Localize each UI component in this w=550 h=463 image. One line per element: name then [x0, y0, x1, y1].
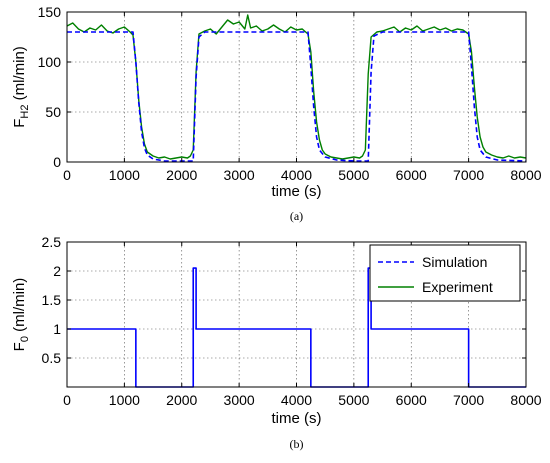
y-tick-label: 100 [38, 54, 62, 70]
y-tick-label: 2 [53, 263, 61, 279]
series-line-simulation [67, 31, 527, 162]
y-axis-label-unit-a: (ml/min) [11, 46, 28, 104]
y-tick-label: 2.5 [42, 234, 62, 250]
legend-label-simulation: Simulation [422, 254, 487, 270]
legend-box [369, 244, 521, 302]
x-tick-label: 5000 [338, 167, 369, 183]
x-tick-label: 2000 [166, 167, 197, 183]
y-axis-label-unit-b: (ml/min) [11, 278, 28, 336]
y-axis-label-sub-a: H2 [19, 105, 31, 119]
y-tick-label: 1.5 [42, 292, 62, 308]
y-axis-label-b: F0 (ml/min) [11, 278, 31, 352]
y-tick-label: 1 [53, 321, 61, 337]
legend: Simulation Experiment [369, 244, 521, 302]
caption-b: (b) [290, 437, 304, 451]
y-axis-label-a: FH2 (ml/min) [11, 46, 31, 128]
caption-a: (a) [290, 209, 303, 223]
y-tick-label: 150 [38, 4, 62, 20]
x-tick-label: 4000 [281, 167, 312, 183]
chart-panel-b: 0 1000 2000 3000 4000 5000 6000 7000 8000 0.5 1 1.… [11, 234, 542, 451]
y-tick-label: 0.5 [42, 350, 62, 366]
x-tick-label: 6000 [396, 392, 427, 408]
x-axis-label-b: time (s) [272, 410, 322, 427]
x-tick-label: 7000 [453, 392, 484, 408]
x-tick-label: 3000 [224, 392, 255, 408]
y-axis-label-sub-b: 0 [19, 336, 31, 342]
x-tick-label: 8000 [510, 167, 541, 183]
x-axis-label-a: time (s) [272, 183, 322, 200]
x-tick-label: 7000 [453, 167, 484, 183]
x-tick-label: 8000 [510, 392, 541, 408]
x-tick-label: 4000 [281, 392, 312, 408]
x-tick-labels-b: 0 1000 2000 3000 4000 5000 6000 7000 8000 [63, 392, 542, 408]
series-group-a [66, 14, 527, 162]
y-axis-label-main-a: F [11, 119, 28, 128]
tick-marks-b [66, 241, 527, 387]
y-tick-label: 0 [53, 154, 61, 170]
x-tick-label: 0 [63, 167, 71, 183]
y-axis-label-main-b: F [11, 342, 28, 351]
x-tick-label: 6000 [396, 167, 427, 183]
x-tick-label: 0 [63, 392, 71, 408]
x-tick-label: 2000 [166, 392, 197, 408]
y-tick-labels-a: 0 50 100 150 [38, 4, 62, 170]
tick-marks-a [66, 11, 527, 163]
grid-a [67, 12, 526, 162]
x-tick-labels-a: 0 1000 2000 3000 4000 5000 6000 7000 8000 [63, 167, 542, 183]
legend-label-experiment: Experiment [422, 279, 493, 295]
x-tick-label: 3000 [224, 167, 255, 183]
x-tick-label: 1000 [109, 392, 140, 408]
plot-frame-a [66, 11, 527, 163]
y-tick-labels-b: 0.5 1 1.5 2 2.5 [42, 234, 62, 366]
chart-panel-a: 0 1000 2000 3000 4000 5000 6000 7000 8000 0 50 100… [11, 4, 542, 223]
x-tick-label: 1000 [109, 167, 140, 183]
x-tick-label: 5000 [338, 392, 369, 408]
y-tick-label: 50 [45, 104, 61, 120]
